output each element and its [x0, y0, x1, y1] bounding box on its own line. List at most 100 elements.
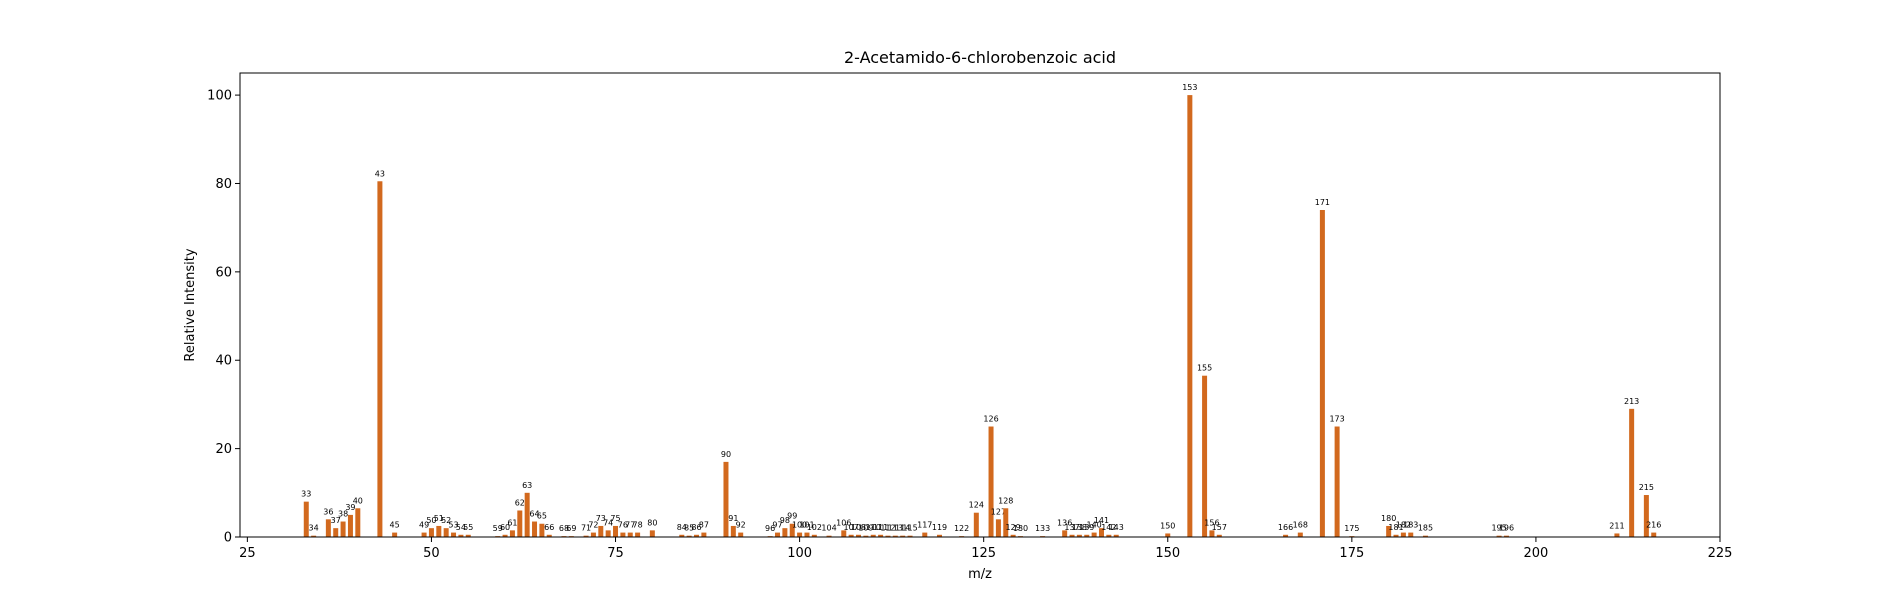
peak-bar-215: [1643, 495, 1649, 537]
peak-label-109: 109: [858, 524, 873, 533]
peak-label-45: 45: [390, 521, 400, 530]
y-tick-label-0: 0: [224, 531, 232, 546]
peak-label-59: 59: [493, 524, 503, 533]
peak-bar-55: [465, 534, 471, 537]
peak-label-155: 155: [1197, 364, 1212, 373]
peak-bar-150: [1165, 533, 1171, 537]
x-tick-label-75: 75: [607, 546, 624, 561]
peak-label-143: 143: [1109, 523, 1124, 532]
peak-label-102: 102: [807, 523, 822, 532]
peak-bar-84: [679, 534, 685, 537]
peak-label-119: 119: [932, 523, 947, 532]
peak-bar-91: [730, 525, 736, 537]
peak-bar-195: [1496, 535, 1502, 537]
peak-bar-114: [900, 535, 906, 537]
peak-label-54: 54: [456, 523, 466, 532]
chart-title: 2-Acetamido-6-chlorobenzoic acid: [844, 48, 1116, 67]
peak-label-66: 66: [544, 523, 554, 532]
peak-bar-66: [546, 534, 552, 537]
peak-label-49: 49: [419, 521, 429, 530]
peak-label-96: 96: [765, 524, 775, 533]
peak-bar-33: [303, 501, 309, 537]
peak-label-150: 150: [1160, 521, 1175, 530]
peak-label-91: 91: [728, 514, 738, 523]
peak-label-156: 156: [1204, 518, 1219, 527]
peak-label-104: 104: [821, 524, 836, 533]
peak-bar-85: [686, 535, 692, 537]
peak-bar-108: [856, 534, 862, 537]
peak-label-99: 99: [787, 512, 797, 521]
peak-bar-74: [605, 530, 611, 537]
peak-bar-61: [509, 530, 515, 537]
peak-label-215: 215: [1639, 483, 1654, 492]
peak-label-76: 76: [618, 521, 628, 530]
peak-label-153: 153: [1182, 83, 1197, 92]
peak-bar-142: [1106, 534, 1112, 537]
peak-label-185: 185: [1418, 524, 1433, 533]
peak-bar-126: [988, 426, 994, 537]
peak-label-40: 40: [353, 496, 363, 505]
peak-bar-181: [1393, 534, 1399, 537]
peak-label-114: 114: [895, 524, 910, 533]
x-tick-label-100: 100: [787, 546, 812, 561]
peak-label-129: 129: [1005, 523, 1020, 532]
peak-label-85: 85: [684, 524, 694, 533]
peak-bar-100: [797, 532, 803, 537]
peak-bar-43: [377, 181, 383, 537]
peak-bar-153: [1187, 95, 1193, 537]
peak-label-92: 92: [736, 521, 746, 530]
peak-label-173: 173: [1329, 415, 1344, 424]
peak-label-100: 100: [792, 521, 807, 530]
peak-bar-107: [848, 534, 854, 537]
peak-label-181: 181: [1388, 523, 1403, 532]
peak-label-110: 110: [866, 523, 881, 532]
peak-bar-156: [1209, 530, 1215, 537]
peak-label-122: 122: [954, 524, 969, 533]
peak-bar-183: [1408, 532, 1414, 537]
peak-label-51: 51: [434, 514, 444, 523]
peak-bar-50: [428, 528, 434, 537]
x-tick-label-225: 225: [1708, 546, 1733, 561]
x-tick-label-200: 200: [1524, 546, 1549, 561]
peak-bar-109: [863, 535, 869, 537]
peak-label-61: 61: [507, 518, 517, 527]
peak-label-74: 74: [603, 518, 613, 527]
peak-label-68: 68: [559, 524, 569, 533]
peak-label-211: 211: [1609, 521, 1624, 530]
peak-label-37: 37: [331, 516, 341, 525]
peak-bar-98: [782, 528, 788, 537]
peak-bar-53: [451, 532, 457, 537]
y-tick-label-60: 60: [215, 265, 232, 280]
peak-bar-60: [502, 534, 508, 537]
peak-bar-37: [333, 528, 339, 537]
peak-label-142: 142: [1101, 523, 1116, 532]
peak-label-36: 36: [323, 507, 333, 516]
peak-bar-180: [1386, 525, 1392, 537]
peak-bar-213: [1629, 408, 1635, 537]
x-tick-label-175: 175: [1339, 546, 1364, 561]
peak-bar-124: [973, 512, 979, 537]
peak-label-183: 183: [1403, 521, 1418, 530]
peak-label-50: 50: [426, 516, 436, 525]
peak-bar-36: [325, 519, 331, 537]
peak-bar-171: [1319, 209, 1325, 538]
peak-bar-64: [532, 521, 538, 537]
peak-bar-129: [1010, 534, 1016, 537]
peak-label-216: 216: [1646, 521, 1661, 530]
peak-label-84: 84: [677, 523, 687, 532]
peak-label-75: 75: [610, 514, 620, 523]
peak-bar-97: [775, 532, 781, 537]
peak-label-53: 53: [448, 521, 458, 530]
x-tick-label-25: 25: [239, 546, 256, 561]
peak-label-124: 124: [969, 501, 984, 510]
peak-bar-92: [738, 532, 744, 537]
peak-label-60: 60: [500, 523, 510, 532]
peak-label-86: 86: [691, 523, 701, 532]
peak-label-195: 195: [1491, 524, 1506, 533]
peak-bar-51: [436, 525, 442, 537]
peak-label-71: 71: [581, 524, 591, 533]
peak-bar-38: [340, 521, 346, 537]
peak-bar-52: [443, 528, 449, 537]
peak-label-141: 141: [1094, 516, 1109, 525]
peak-label-213: 213: [1624, 397, 1639, 406]
